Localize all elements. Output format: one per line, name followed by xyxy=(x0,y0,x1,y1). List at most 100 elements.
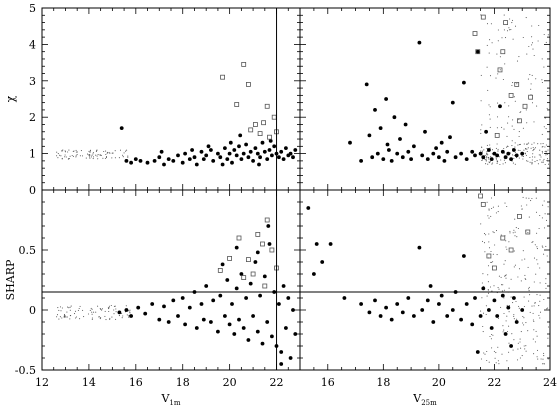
filled-point xyxy=(230,302,234,306)
faint-point xyxy=(100,154,102,156)
filled-point xyxy=(348,140,352,145)
filled-point xyxy=(395,151,400,156)
faint-point xyxy=(488,217,490,219)
filled-point xyxy=(234,245,239,250)
faint-point xyxy=(486,295,488,297)
filled-point xyxy=(225,278,230,282)
faint-point xyxy=(531,143,533,145)
faint-point xyxy=(519,338,521,340)
filled-point xyxy=(500,149,505,154)
filled-point xyxy=(138,159,143,163)
filled-point xyxy=(437,155,441,160)
faint-point xyxy=(91,154,93,156)
faint-point xyxy=(495,212,497,214)
faint-point xyxy=(59,306,62,308)
faint-point xyxy=(503,329,505,331)
x-tick-label: 12 xyxy=(35,376,49,389)
filled-point xyxy=(279,350,284,354)
faint-point xyxy=(525,350,527,352)
y-tick-label: -0.5 xyxy=(15,364,36,377)
filled-point xyxy=(232,148,237,152)
faint-point xyxy=(125,150,127,152)
filled-point xyxy=(288,356,293,360)
faint-point xyxy=(544,213,546,215)
filled-point xyxy=(136,305,141,310)
faint-point xyxy=(97,154,99,156)
faint-point xyxy=(531,44,533,46)
faint-point xyxy=(520,111,522,113)
faint-point xyxy=(485,305,487,307)
faint-point xyxy=(534,156,536,158)
filled-point xyxy=(117,310,122,315)
faint-point xyxy=(59,316,61,318)
faint-point xyxy=(491,42,493,44)
faint-point xyxy=(75,155,77,157)
filled-point xyxy=(251,314,256,318)
faint-point xyxy=(90,307,92,309)
faint-point xyxy=(514,25,517,27)
open-square-point xyxy=(248,127,254,133)
filled-point xyxy=(284,146,288,151)
faint-point xyxy=(525,322,527,324)
faint-point xyxy=(495,362,497,364)
faint-point xyxy=(67,306,69,308)
faint-point xyxy=(529,156,531,159)
faint-point xyxy=(486,201,488,203)
faint-point xyxy=(545,219,548,221)
faint-point xyxy=(522,158,524,160)
faint-point xyxy=(497,205,499,207)
faint-point xyxy=(480,358,483,360)
faint-point xyxy=(514,264,516,266)
faint-point xyxy=(520,331,522,333)
faint-point xyxy=(487,163,489,165)
faint-point xyxy=(543,126,545,128)
filled-point xyxy=(239,157,244,162)
faint-point xyxy=(539,317,541,319)
faint-point xyxy=(537,263,539,265)
faint-point xyxy=(129,311,131,313)
faint-point xyxy=(512,232,514,234)
filled-point xyxy=(162,162,166,167)
faint-point xyxy=(74,317,77,319)
filled-point xyxy=(244,296,249,300)
x-axis-title: V1m xyxy=(160,392,180,407)
faint-point xyxy=(88,153,90,156)
faint-point xyxy=(543,363,545,365)
faint-point xyxy=(492,231,494,233)
faint-point xyxy=(481,146,483,148)
filled-point xyxy=(204,153,209,158)
faint-point xyxy=(517,342,519,344)
faint-point xyxy=(519,357,521,359)
filled-point xyxy=(425,298,430,303)
faint-point xyxy=(528,300,530,302)
faint-point xyxy=(86,153,89,155)
faint-point xyxy=(64,151,67,153)
faint-point xyxy=(491,333,493,336)
filled-point xyxy=(265,320,270,324)
filled-point xyxy=(176,153,180,158)
faint-point xyxy=(486,350,488,353)
faint-point xyxy=(115,308,117,310)
filled-point xyxy=(417,40,422,45)
faint-point xyxy=(506,135,508,137)
faint-point xyxy=(546,308,548,310)
faint-point xyxy=(522,322,524,324)
faint-point xyxy=(58,318,60,320)
faint-point xyxy=(498,156,500,158)
faint-point xyxy=(115,311,117,313)
filled-point xyxy=(279,149,284,154)
filled-point xyxy=(262,274,267,279)
filled-point xyxy=(268,139,273,143)
faint-point xyxy=(537,358,539,360)
faint-point xyxy=(70,305,72,307)
faint-point xyxy=(64,156,66,158)
filled-point xyxy=(239,272,244,276)
open-square-point xyxy=(486,253,492,259)
faint-point xyxy=(533,281,535,283)
y-tick-label: 0 xyxy=(29,304,36,317)
faint-point xyxy=(493,350,495,352)
filled-point xyxy=(228,140,233,145)
faint-point xyxy=(496,143,498,145)
faint-point xyxy=(542,204,544,206)
filled-point xyxy=(400,310,405,315)
